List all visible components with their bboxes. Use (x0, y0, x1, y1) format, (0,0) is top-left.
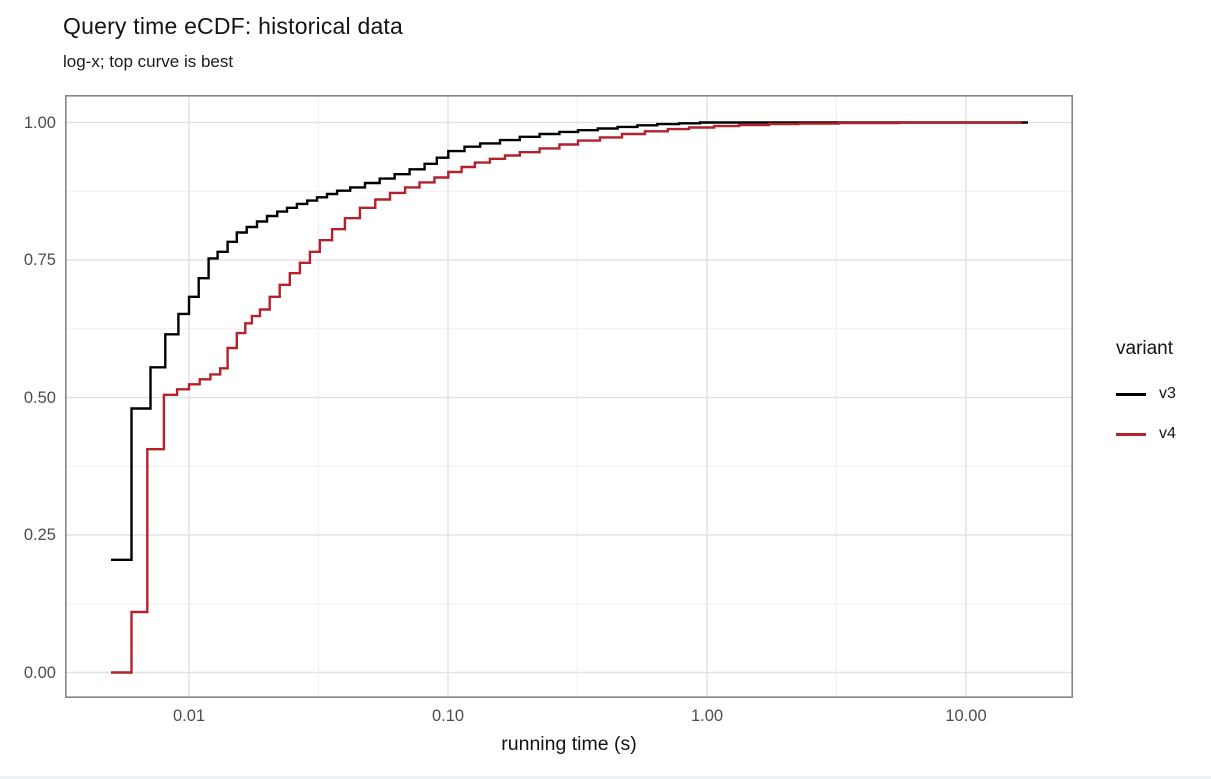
chart-title: Query time eCDF: historical data (63, 13, 404, 39)
y-axis-tick-label: 0.25 (23, 526, 56, 544)
ecdf-line-v4 (111, 121, 1022, 674)
ecdf-curves (111, 121, 1028, 674)
x-axis-tick-label: 10.00 (945, 707, 987, 725)
legend: variant v3 v4 (1116, 338, 1176, 454)
y-axis-tick-label: 0.75 (23, 251, 56, 269)
legend-key-line-v4 (1116, 432, 1146, 436)
x-axis-tick-label: 0.10 (431, 707, 465, 725)
ecdf-line-v3 (111, 121, 1028, 561)
legend-item-v4: v4 (1116, 414, 1176, 454)
panel-border (65, 95, 1073, 698)
x-axis-title: running time (s) (501, 733, 637, 755)
y-axis-tick-label: 0.50 (23, 388, 56, 407)
legend-item-v3: v3 (1116, 374, 1176, 414)
grid-minor-lines (65, 95, 1073, 698)
plot-canvas (65, 95, 1073, 698)
legend-label: v3 (1159, 385, 1176, 402)
chart-subtitle: log-x; top curve is best (63, 52, 234, 71)
grid-major-lines (65, 95, 1073, 698)
legend-title: variant (1116, 338, 1174, 359)
legend-items: v3 v4 (1116, 374, 1176, 454)
x-axis-tick-label: 1.00 (690, 707, 724, 725)
x-axis-tick-label: 0.01 (172, 707, 206, 725)
legend-key-line-v3 (1116, 392, 1146, 396)
legend-label: v4 (1159, 425, 1176, 442)
y-axis-tick-label: 0.00 (23, 663, 56, 682)
y-axis-tick-label: 1.00 (23, 113, 56, 132)
window-bottom-edge (0, 776, 1211, 779)
plot-panel (65, 95, 1073, 698)
